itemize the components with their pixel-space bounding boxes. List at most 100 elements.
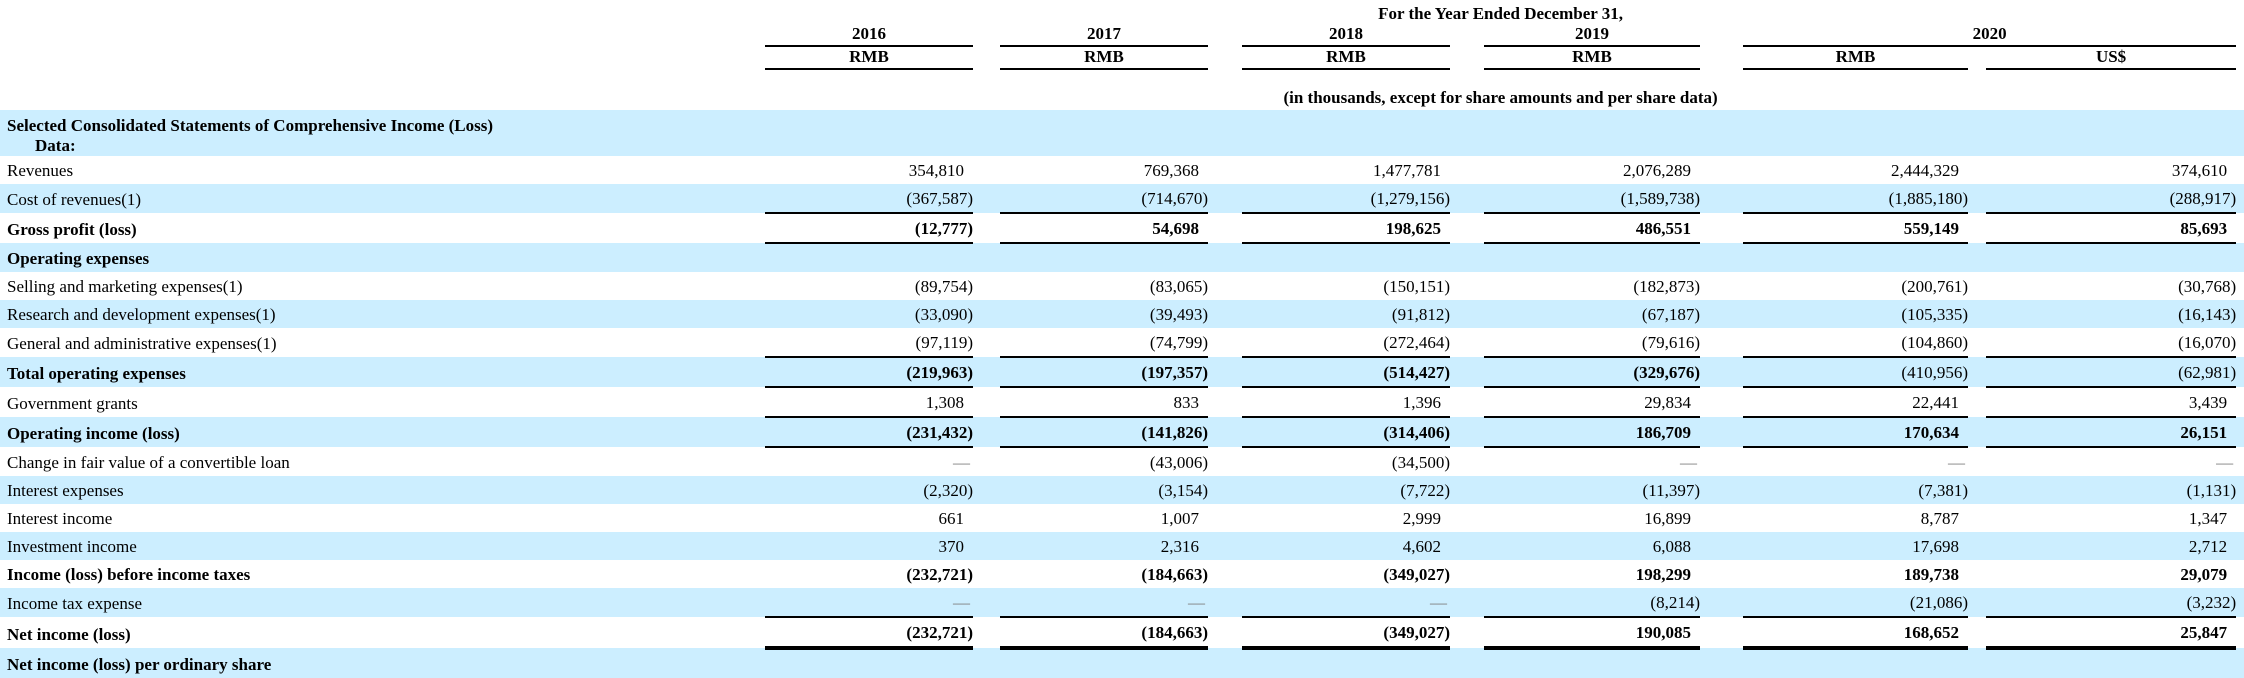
column-gap <box>1700 156 1743 184</box>
table-row: General and administrative expenses(1) (9… <box>0 328 2244 358</box>
cell-value: (11,397) <box>1642 481 1700 500</box>
cell-value: (1,885,180) <box>1743 184 1968 214</box>
cell-value: (410,956) <box>1743 357 1968 388</box>
cell-value: 4,602 <box>1402 537 1441 556</box>
year-header: 2018 <box>1242 24 1450 47</box>
cell-value: 3,439 <box>1986 387 2237 418</box>
header-subtitle-row: (in thousands, except for share amounts … <box>0 69 2244 110</box>
spacer <box>2236 184 2244 213</box>
table-row: Interest expenses (2,320) (3,154) (7,722) (1… <box>0 476 2244 504</box>
cell-value: (7,381) <box>1918 481 1968 500</box>
cell-value: 170,634 <box>1743 417 1968 448</box>
spacer <box>2236 504 2244 532</box>
section-title-line1: Selected Consolidated Statements of Comp… <box>7 116 494 135</box>
column-gap <box>1450 417 1484 447</box>
column-gap <box>1208 417 1242 447</box>
cell-value: 168,652 <box>1743 617 1968 650</box>
header-title-row: For the Year Ended December 31, <box>0 0 2244 24</box>
column-gap <box>1450 476 1484 504</box>
column-gap <box>1700 648 1743 678</box>
column-gap <box>1450 447 1484 476</box>
column-gap <box>1450 357 1484 387</box>
cell-value: (89,754) <box>914 277 973 296</box>
column-gap <box>1700 46 1743 69</box>
cell-value: (8,214) <box>1484 588 1700 618</box>
cell-value: 833 <box>1000 387 1208 418</box>
cell-value: — <box>2216 453 2234 472</box>
cell-value: (184,663) <box>1141 565 1208 584</box>
cell-value: (1,131) <box>2186 481 2237 500</box>
cell-value <box>1484 648 1700 678</box>
currency-header: RMB <box>765 46 973 70</box>
column-gap <box>1450 243 1484 272</box>
row-label: Interest expenses <box>7 481 124 500</box>
cell-value: (514,427) <box>1242 357 1450 388</box>
spacer <box>0 69 765 110</box>
column-gap <box>1450 588 1484 617</box>
table-row: Operating income (loss) (231,432) (141,826… <box>0 417 2244 448</box>
spacer <box>2236 588 2244 617</box>
cell-value: 354,810 <box>908 161 964 180</box>
column-gap <box>973 272 1000 300</box>
row-label: Income tax expense <box>7 594 142 613</box>
row-label: Interest income <box>7 509 113 528</box>
column-gap <box>1450 300 1484 328</box>
column-gap <box>1700 387 1743 417</box>
cell-value: (3,232) <box>1986 588 2237 618</box>
column-gap <box>1208 24 1242 46</box>
column-gap <box>1968 300 1986 328</box>
column-gap <box>1450 648 1484 678</box>
column-gap <box>1968 213 1986 243</box>
cell-value: (1,279,156) <box>1242 184 1450 214</box>
row-label: Cost of revenues(1) <box>7 190 142 209</box>
column-gap <box>1968 648 1986 678</box>
cell-value: (39,493) <box>1149 305 1208 324</box>
column-gap <box>1450 184 1484 213</box>
column-gap <box>1450 46 1484 69</box>
currency-header: RMB <box>1242 46 1450 70</box>
table-row: Income (loss) before income taxes (232,72… <box>0 560 2244 588</box>
cell-value: 1,396 <box>1242 387 1450 418</box>
cell-value: (314,406) <box>1242 417 1450 448</box>
column-gap <box>1208 328 1242 357</box>
table-row: Selling and marketing expenses(1) (89,754… <box>0 272 2244 300</box>
cell-value <box>765 243 973 272</box>
column-gap <box>1968 617 1986 648</box>
cell-value: 16,899 <box>1644 509 1691 528</box>
spacer <box>2236 387 2244 417</box>
column-gap <box>1968 588 1986 617</box>
cell-value: (232,721) <box>765 617 973 650</box>
column-gap <box>1700 184 1743 213</box>
cell-value: (83,065) <box>1149 277 1208 296</box>
column-gap <box>1208 476 1242 504</box>
column-gap <box>1700 447 1743 476</box>
cell-value <box>1242 648 1450 678</box>
cell-value: — <box>1000 588 1208 618</box>
cell-value: 186,709 <box>1484 417 1700 448</box>
cell-value: (105,335) <box>1901 305 1968 324</box>
spacer <box>2236 447 2244 476</box>
column-gap <box>1968 328 1986 357</box>
column-gap <box>973 447 1000 476</box>
column-gap <box>1700 504 1743 532</box>
column-gap <box>1450 213 1484 243</box>
cell-value: 1,347 <box>2188 509 2228 528</box>
cell-value: (150,151) <box>1383 277 1450 296</box>
column-gap <box>973 184 1000 213</box>
column-gap <box>1208 447 1242 476</box>
cell-value: — <box>1948 453 1965 472</box>
cell-value: (272,464) <box>1242 328 1450 358</box>
cell-value: 22,441 <box>1743 387 1968 418</box>
year-header: 2019 <box>1484 24 1700 47</box>
cell-value: (232,721) <box>906 565 973 584</box>
cell-value: — <box>1242 588 1450 618</box>
row-label: Revenues <box>7 161 74 180</box>
column-gap <box>973 504 1000 532</box>
spacer <box>2236 532 2244 560</box>
column-gap <box>1700 272 1743 300</box>
column-gap <box>1968 46 1986 69</box>
cell-value: 1,477,781 <box>1373 161 1441 180</box>
row-label: General and administrative expenses(1) <box>7 334 277 353</box>
currency-header: RMB <box>1743 46 1968 70</box>
row-label: Net income (loss) <box>7 625 131 644</box>
